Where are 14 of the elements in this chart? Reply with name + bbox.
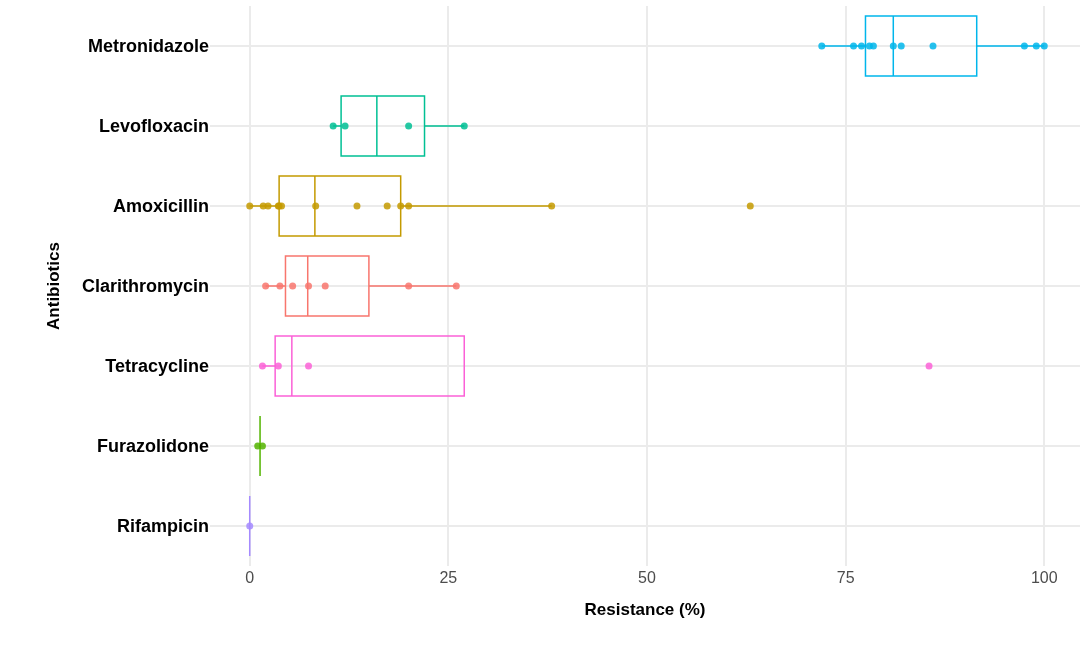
- x-tick-label: 0: [245, 569, 255, 586]
- x-tick-label: 50: [638, 569, 656, 586]
- y-tick-label: Rifampicin: [116, 516, 209, 537]
- x-tick-label: 100: [1030, 569, 1058, 586]
- y-tick-label: Metronidazole: [87, 36, 209, 57]
- x-tick-label: 25: [439, 569, 458, 586]
- x-axis-title: Resistance (%): [584, 600, 706, 620]
- y-tick-label: Clarithromycin: [81, 276, 209, 297]
- y-axis-title: Antibiotics: [43, 242, 63, 330]
- y-tick-label: Furazolidone: [97, 436, 209, 457]
- x-tick-label: 75: [836, 569, 855, 586]
- y-tick-label: Amoxicillin: [112, 196, 209, 217]
- y-tick-label: Levofloxacin: [98, 116, 209, 137]
- y-tick-label: Tetracycline: [105, 356, 209, 377]
